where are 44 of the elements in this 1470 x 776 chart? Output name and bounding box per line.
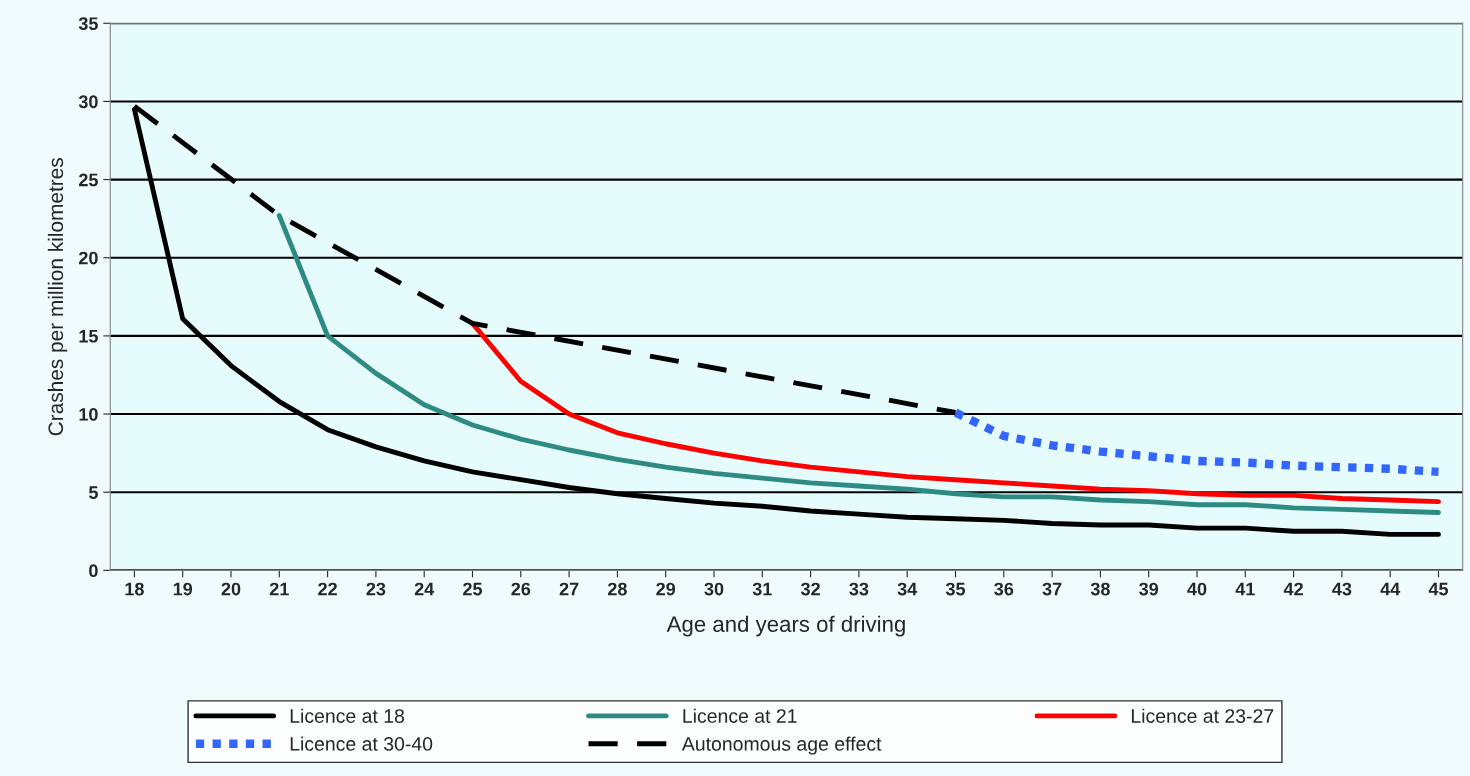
x-tick-label: 27: [559, 582, 579, 596]
legend-label: Licence at 18: [290, 708, 405, 723]
x-tick-label: 34: [897, 582, 918, 596]
x-tick-label: 38: [1090, 582, 1110, 596]
x-tick-label: 21: [269, 582, 289, 596]
x-tick-label: 28: [607, 582, 627, 596]
y-tick-label: 30: [78, 95, 98, 109]
legend-label: Licence at 23-27: [1131, 708, 1274, 723]
x-tick-label: 19: [173, 582, 193, 596]
y-tick-label: 20: [78, 251, 98, 265]
x-tick-label: 33: [849, 582, 869, 596]
legend-label: Autonomous age effect: [681, 736, 882, 755]
x-tick-label: 18: [125, 582, 144, 596]
x-tick-label: 23: [366, 582, 386, 596]
x-tick-label: 40: [1187, 582, 1207, 596]
x-tick-label: 45: [1428, 582, 1449, 596]
x-tick-label: 31: [752, 582, 772, 596]
x-tick-label: 32: [800, 582, 820, 596]
x-tick-label: 20: [221, 582, 241, 596]
x-tick-label: 29: [656, 582, 676, 596]
x-tick-label: 26: [511, 582, 531, 596]
y-tick-label: 5: [88, 486, 98, 499]
y-tick-label: 15: [79, 330, 98, 343]
y-tick-label: 35: [78, 17, 98, 31]
x-tick-label: 37: [1042, 582, 1062, 596]
x-tick-label: 22: [318, 582, 337, 596]
x-tick-label: 36: [994, 582, 1014, 596]
x-tick-label: 30: [704, 582, 724, 596]
x-tick-label: 24: [414, 582, 435, 596]
legend-label: Licence at 21: [683, 708, 797, 723]
x-axis-title: Age and years of driving: [666, 615, 905, 637]
x-tick-label: 41: [1235, 582, 1255, 596]
x-tick-label: 43: [1332, 582, 1352, 596]
legend-label: Licence at 30-40: [290, 736, 433, 751]
x-tick-label: 25: [463, 582, 483, 596]
y-tick-label: 0: [89, 564, 98, 578]
x-tick-label: 35: [945, 582, 966, 596]
x-tick-label: 42: [1283, 582, 1303, 596]
y-axis-title: Crashes per million kilometres: [47, 158, 68, 436]
x-tick-label: 39: [1139, 582, 1159, 596]
y-tick-label: 25: [78, 173, 98, 187]
line-series: [276, 213, 1441, 515]
x-tick-label: 44: [1380, 582, 1401, 596]
y-tick-label: 10: [79, 407, 98, 421]
